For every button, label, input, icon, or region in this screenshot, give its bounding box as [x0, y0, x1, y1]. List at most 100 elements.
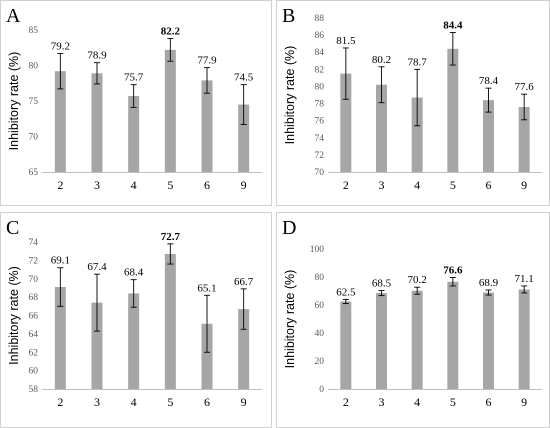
- x-tick-label: 9: [241, 395, 247, 409]
- data-label: 67.4: [87, 261, 107, 273]
- x-tick-label: 9: [521, 395, 527, 409]
- chart-panel-a: A 65 70 75 80 85 Inhibitory rate (%) 79.2 2 78.9 3…: [0, 0, 272, 206]
- y-tick-label: 70: [315, 168, 325, 178]
- y-tick-label: 65: [29, 168, 39, 178]
- y-tick-label: 70: [29, 275, 39, 285]
- bar: [164, 253, 176, 389]
- bar: [483, 100, 494, 172]
- y-tick-label: 70: [29, 133, 39, 143]
- y-tick-label: 74: [315, 134, 325, 144]
- data-label: 74.5: [234, 72, 254, 84]
- x-tick-label: 2: [57, 395, 63, 409]
- bar: [518, 106, 530, 172]
- y-tick-label: 72: [29, 256, 39, 266]
- x-tick-label: 6: [204, 178, 210, 192]
- y-tick-label: 75: [29, 97, 39, 107]
- x-tick-label: 3: [379, 178, 385, 192]
- data-label: 72.7: [161, 231, 181, 243]
- y-tick-label: 84: [315, 48, 325, 58]
- bar: [447, 48, 459, 172]
- bar: [340, 301, 352, 389]
- x-tick-label: 4: [131, 178, 137, 192]
- bar: [411, 97, 423, 172]
- y-tick-label: 40: [315, 329, 325, 339]
- bar: [164, 49, 176, 172]
- x-tick-label: 2: [57, 178, 63, 192]
- data-label: 78.7: [408, 56, 428, 68]
- y-tick-label: 88: [315, 14, 325, 24]
- chart-panel-c: C 58 60 62 64 66 68 70 72 74 Inhibitory rate (%) 69…: [0, 212, 272, 428]
- y-tick-label: 68: [29, 293, 39, 303]
- data-label: 71.1: [515, 273, 534, 285]
- y-tick-label: 86: [315, 31, 325, 41]
- x-tick-label: 4: [414, 395, 420, 409]
- data-label: 69.1: [51, 255, 70, 267]
- x-tick-label: 5: [450, 178, 456, 192]
- bar: [340, 73, 352, 172]
- data-label: 78.9: [87, 50, 107, 62]
- bar: [376, 84, 387, 172]
- y-tick-label: 85: [29, 26, 39, 36]
- bar: [91, 73, 103, 172]
- panel-label: A: [6, 5, 21, 27]
- data-label: 75.7: [124, 72, 144, 84]
- y-tick-label: 76: [315, 117, 325, 127]
- y-tick-label: 66: [29, 312, 39, 322]
- x-tick-label: 5: [167, 178, 173, 192]
- y-tick-label: 20: [315, 357, 325, 367]
- data-label: 77.6: [515, 81, 535, 93]
- chart-panel-b: B 70 72 74 76 78 80 82 84 86 88 Inhibitory rate (%)…: [276, 0, 550, 206]
- bar: [238, 309, 250, 389]
- x-tick-label: 2: [343, 178, 349, 192]
- data-label: 84.4: [443, 20, 463, 32]
- y-tick-label: 80: [315, 82, 325, 92]
- data-label: 66.7: [234, 276, 254, 288]
- y-tick-label: 74: [29, 238, 39, 248]
- y-axis-label: Inhibitory rate (%): [7, 266, 21, 365]
- chart-svg: D 0 20 40 60 80 100 Inhibitory rate (%) 62.5 2 68.…: [276, 212, 550, 428]
- y-axis-label: Inhibitory rate (%): [7, 52, 21, 151]
- data-label: 82.2: [161, 26, 181, 38]
- x-tick-label: 5: [450, 395, 456, 409]
- y-axis-label: Inhibitory rate (%): [283, 270, 297, 369]
- data-label: 80.2: [372, 54, 391, 66]
- x-tick-label: 5: [167, 395, 173, 409]
- y-tick-label: 82: [315, 65, 325, 75]
- y-axis-label: Inhibitory rate (%): [283, 46, 297, 145]
- bar: [128, 96, 140, 172]
- y-tick-label: 60: [29, 367, 39, 377]
- x-tick-label: 9: [241, 178, 247, 192]
- x-tick-label: 6: [486, 395, 492, 409]
- data-label: 81.5: [336, 35, 356, 47]
- y-tick-label: 58: [29, 385, 39, 395]
- x-tick-label: 3: [94, 178, 100, 192]
- data-label: 79.2: [51, 40, 70, 52]
- data-label: 76.6: [443, 265, 463, 277]
- panel-label: D: [282, 217, 296, 239]
- x-tick-label: 4: [414, 178, 420, 192]
- data-label: 68.4: [124, 267, 144, 279]
- y-tick-label: 60: [315, 301, 325, 311]
- bar: [411, 290, 423, 389]
- x-tick-label: 6: [204, 395, 210, 409]
- data-label: 70.2: [408, 274, 427, 286]
- y-tick-label: 80: [315, 273, 325, 283]
- panel-label: C: [6, 217, 19, 239]
- bar: [201, 80, 213, 172]
- y-tick-label: 64: [29, 330, 39, 340]
- y-tick-label: 100: [310, 245, 325, 255]
- chart-svg: B 70 72 74 76 78 80 82 84 86 88 Inhibitory rate (%)…: [276, 0, 550, 206]
- bar: [518, 289, 530, 389]
- bar: [447, 281, 459, 389]
- bar: [128, 293, 140, 389]
- x-tick-label: 9: [521, 178, 527, 192]
- bar: [483, 292, 494, 389]
- bar: [54, 71, 66, 172]
- x-tick-label: 4: [131, 395, 137, 409]
- x-tick-label: 3: [379, 395, 385, 409]
- x-tick-label: 3: [94, 395, 100, 409]
- data-label: 68.5: [372, 278, 392, 290]
- x-tick-label: 2: [343, 395, 349, 409]
